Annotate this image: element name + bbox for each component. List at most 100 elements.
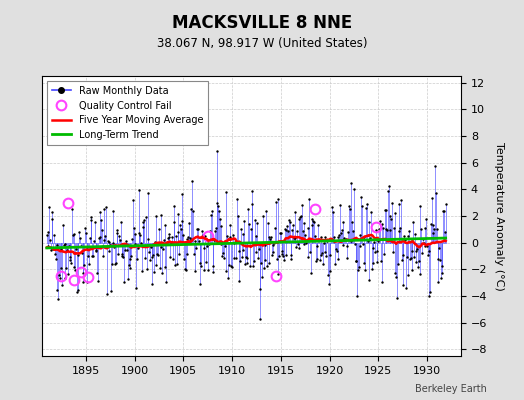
Point <box>193 226 201 232</box>
Point <box>208 208 216 214</box>
Text: Berkeley Earth: Berkeley Earth <box>416 384 487 394</box>
Point <box>210 237 219 244</box>
Point <box>306 249 314 255</box>
Point <box>335 232 343 238</box>
Point <box>426 288 434 295</box>
Point <box>396 225 405 231</box>
Point <box>200 267 208 273</box>
Point <box>228 232 237 238</box>
Point <box>57 265 66 271</box>
Point <box>279 253 287 260</box>
Point <box>423 252 432 258</box>
Point <box>307 270 315 276</box>
Point <box>165 234 173 240</box>
Point <box>107 288 115 294</box>
Point <box>159 246 167 252</box>
Point <box>434 279 443 286</box>
Point <box>81 224 89 231</box>
Point <box>169 256 177 262</box>
Point <box>203 243 211 249</box>
Point <box>49 246 58 252</box>
Point <box>324 272 332 278</box>
Point <box>302 237 311 244</box>
Point <box>67 260 75 266</box>
Point <box>139 219 148 226</box>
Point <box>384 188 392 194</box>
Point <box>416 202 424 209</box>
Point <box>276 230 284 236</box>
Point <box>363 201 371 208</box>
Point <box>224 275 232 281</box>
Point <box>253 220 261 226</box>
Point <box>370 239 378 245</box>
Point <box>316 252 325 258</box>
Point <box>167 240 176 246</box>
Point <box>389 225 398 232</box>
Point <box>246 263 254 269</box>
Point <box>181 267 190 274</box>
Point <box>341 237 349 243</box>
Point <box>195 259 204 266</box>
Point <box>436 275 445 282</box>
Point <box>157 212 166 219</box>
Point <box>319 261 327 267</box>
Point <box>261 242 269 248</box>
Point <box>99 252 107 259</box>
Point <box>80 262 89 268</box>
Point <box>82 279 91 285</box>
Point <box>429 230 437 236</box>
Point <box>104 238 112 244</box>
Point <box>95 235 103 241</box>
Point <box>146 257 154 263</box>
Point <box>200 245 209 251</box>
Point <box>219 250 227 256</box>
Point <box>141 214 150 220</box>
Point <box>379 225 387 232</box>
Point <box>354 266 362 273</box>
Point <box>127 252 136 259</box>
Point <box>429 222 438 228</box>
Point <box>355 242 364 249</box>
Point <box>398 257 406 263</box>
Point <box>302 240 310 246</box>
Point <box>122 241 130 247</box>
Point <box>221 188 230 195</box>
Point <box>233 196 241 202</box>
Point <box>412 258 421 265</box>
Point <box>69 232 77 238</box>
Point <box>259 264 268 271</box>
Point <box>56 275 64 281</box>
Point <box>122 238 130 244</box>
Point <box>373 259 381 265</box>
Point <box>246 226 255 232</box>
Point <box>91 219 99 226</box>
Legend: Raw Monthly Data, Quality Control Fail, Five Year Moving Average, Long-Term Tren: Raw Monthly Data, Quality Control Fail, … <box>47 81 208 145</box>
Point <box>97 217 105 224</box>
Point <box>156 244 165 250</box>
Point <box>78 250 86 256</box>
Point <box>328 204 336 210</box>
Point <box>75 229 83 235</box>
Point <box>91 246 100 253</box>
Point <box>254 255 262 262</box>
Point <box>160 222 169 229</box>
Point <box>381 226 390 232</box>
Point <box>178 191 187 197</box>
Point <box>156 265 164 271</box>
Point <box>114 251 123 257</box>
Point <box>63 247 71 254</box>
Point <box>378 221 387 227</box>
Point <box>236 258 244 264</box>
Point <box>346 206 354 212</box>
Point <box>291 209 300 215</box>
Point <box>327 236 335 242</box>
Point <box>135 230 144 236</box>
Point <box>357 194 365 200</box>
Point <box>438 269 446 276</box>
Point <box>432 226 441 232</box>
Point <box>277 251 286 257</box>
Point <box>317 233 325 240</box>
Point <box>318 250 326 256</box>
Point <box>111 261 119 268</box>
Point <box>391 269 399 276</box>
